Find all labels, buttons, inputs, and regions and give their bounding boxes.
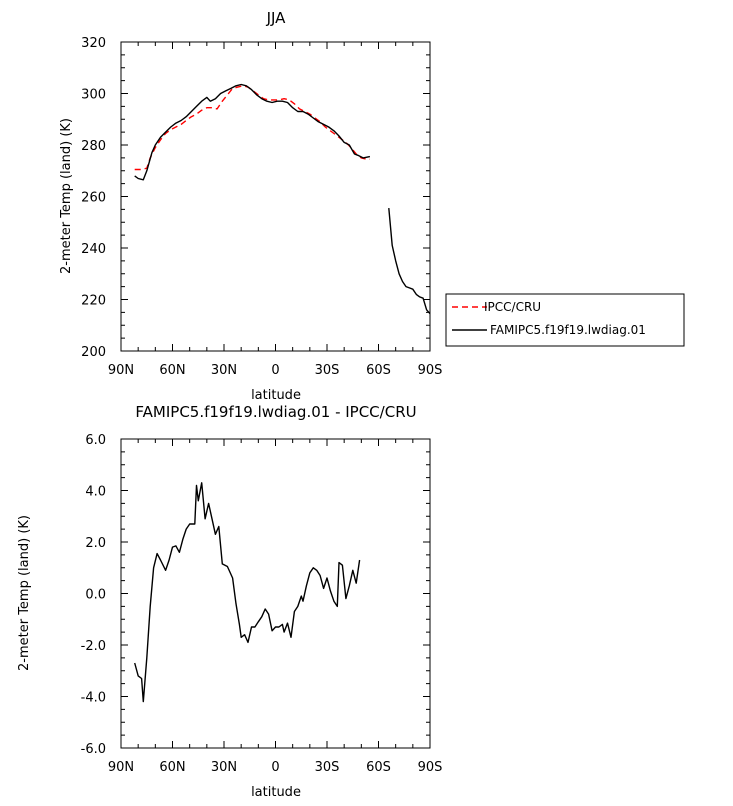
legend-label-famipc5: FAMIPC5.f19f19.lwdiag.01 bbox=[490, 323, 646, 337]
y-tick-label: 200 bbox=[81, 345, 106, 360]
y-tick-label: -4.0 bbox=[81, 691, 106, 706]
top-series-0-line-0 bbox=[134, 85, 370, 171]
top-chart: JJA 90N 60N 30N 0 30S 60S 90S 200 220 240 260 280 30… bbox=[59, 9, 685, 403]
x-tick-label: 60S bbox=[366, 760, 391, 775]
bottom-chart-ticks: 90N 60N 30N 0 30S 60S 90S -6.0 -4.0 -2.0 0.0 2.0 4.0… bbox=[81, 433, 443, 775]
bottom-chart-series bbox=[134, 482, 361, 703]
x-tick-label: 90N bbox=[108, 363, 134, 378]
bottom-chart-ylabel: 2-meter Temp (land) (K) bbox=[17, 515, 32, 671]
x-tick-label: 90N bbox=[108, 760, 134, 775]
y-tick-label: -2.0 bbox=[81, 639, 106, 654]
x-tick-label: 30S bbox=[315, 760, 340, 775]
x-tick-label: 0 bbox=[271, 760, 279, 775]
x-tick-label: 30N bbox=[211, 760, 237, 775]
top-chart-series bbox=[134, 83, 431, 315]
x-tick-label: 30N bbox=[211, 363, 237, 378]
legend-box bbox=[445, 293, 685, 347]
x-tick-label: 0 bbox=[271, 363, 279, 378]
bottom-chart-frame bbox=[120, 438, 431, 749]
x-tick-label: 90S bbox=[418, 363, 443, 378]
bottom-series-0-line-0 bbox=[134, 482, 361, 703]
top-series-1-line-0 bbox=[134, 83, 371, 181]
top-chart-ticks: 90N 60N 30N 0 30S 60S 90S 200 220 240 260 280 300 320 bbox=[81, 36, 442, 378]
x-tick-label: 60S bbox=[366, 363, 391, 378]
top-series-1-line-1 bbox=[388, 208, 431, 315]
top-chart-xlabel: latitude bbox=[251, 388, 301, 403]
y-tick-label: 260 bbox=[81, 191, 106, 206]
bottom-chart: FAMIPC5.f19f19.lwdiag.01 - IPCC/CRU 90N 6… bbox=[17, 403, 442, 800]
y-tick-label: 240 bbox=[81, 242, 106, 257]
x-tick-label: 30S bbox=[315, 363, 340, 378]
y-tick-label: 6.0 bbox=[85, 433, 106, 448]
y-tick-label: 0.0 bbox=[85, 588, 106, 603]
bottom-chart-xlabel: latitude bbox=[251, 785, 301, 800]
bottom-chart-title: FAMIPC5.f19f19.lwdiag.01 - IPCC/CRU bbox=[135, 403, 416, 421]
y-tick-label: 4.0 bbox=[85, 485, 106, 500]
x-tick-label: 60N bbox=[159, 760, 185, 775]
y-tick-label: 280 bbox=[81, 139, 106, 154]
top-chart-title: JJA bbox=[266, 9, 287, 27]
top-chart-legend: IPCC/CRU FAMIPC5.f19f19.lwdiag.01 bbox=[445, 293, 685, 347]
y-tick-label: 220 bbox=[81, 294, 106, 309]
x-tick-label: 90S bbox=[418, 760, 443, 775]
y-tick-label: 2.0 bbox=[85, 536, 106, 551]
top-chart-ylabel: 2-meter Temp (land) (K) bbox=[59, 118, 74, 274]
y-tick-label: 300 bbox=[81, 88, 106, 103]
y-tick-label: -6.0 bbox=[81, 742, 106, 757]
y-tick-label: 320 bbox=[81, 36, 106, 51]
top-chart-frame bbox=[120, 41, 431, 352]
legend-label-ipcc-cru: IPCC/CRU bbox=[484, 300, 541, 314]
x-tick-label: 60N bbox=[159, 363, 185, 378]
